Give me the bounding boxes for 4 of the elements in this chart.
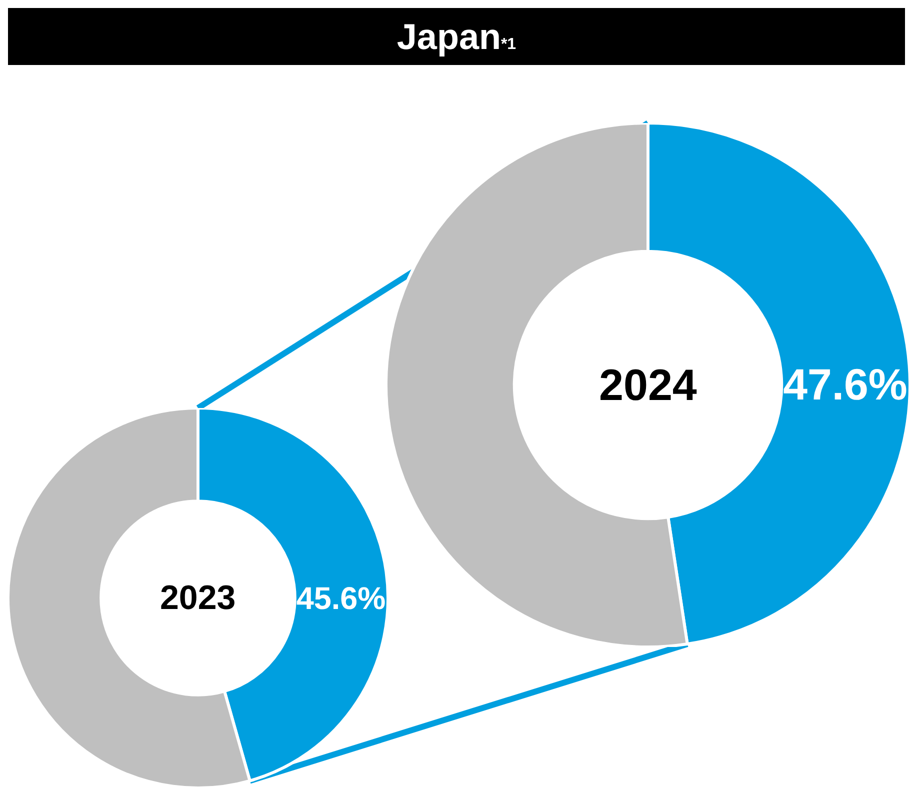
text: 2024: [599, 361, 698, 410]
data-label: 47.6%: [783, 360, 908, 410]
text: 2023: [160, 579, 236, 617]
data-label: 45.6%: [296, 580, 386, 616]
